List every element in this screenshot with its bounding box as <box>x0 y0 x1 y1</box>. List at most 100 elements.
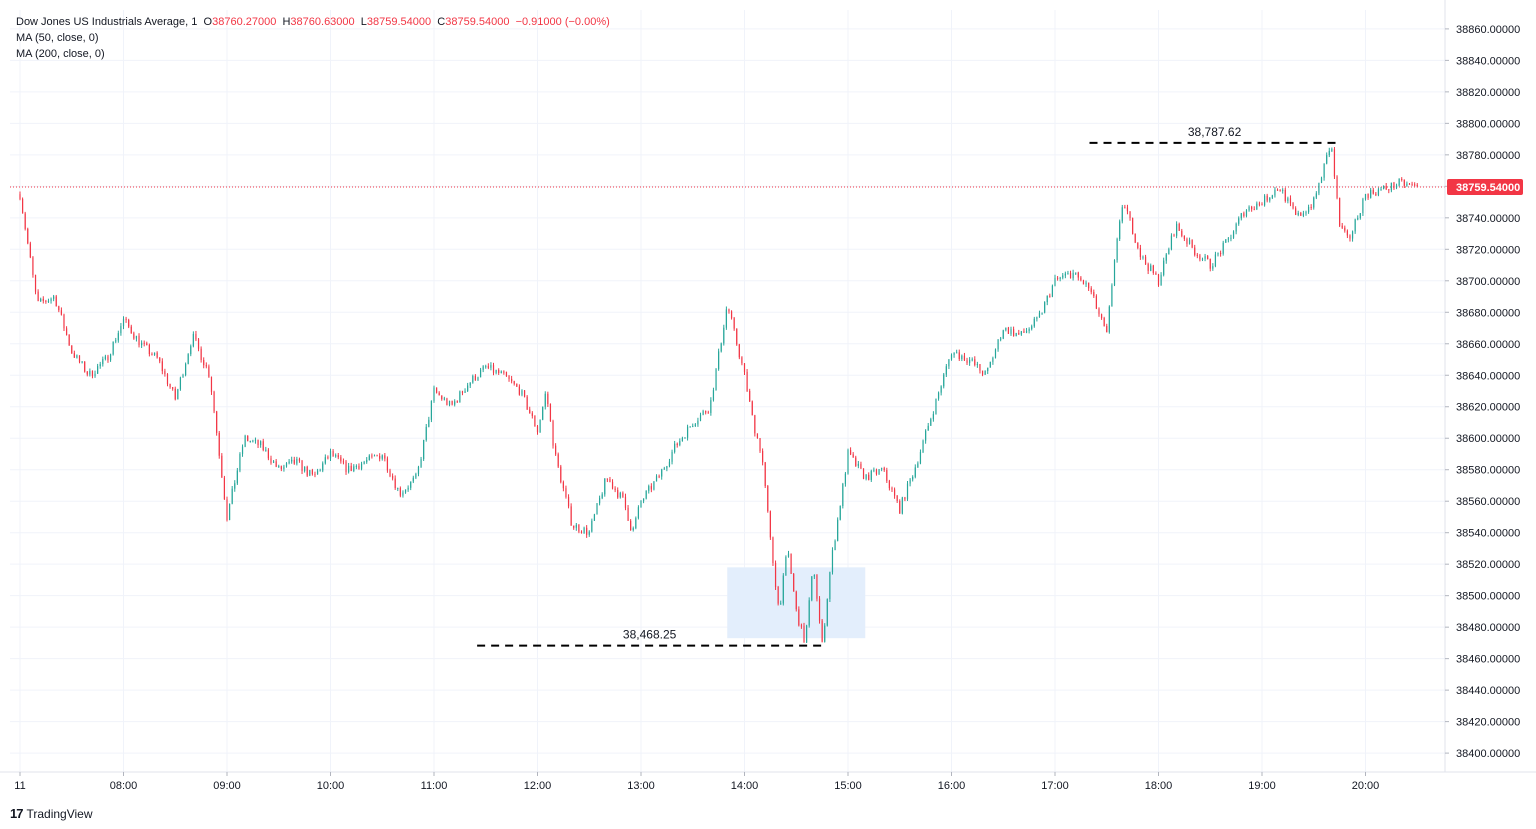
candle-body <box>1126 207 1129 212</box>
candle-body <box>1093 292 1095 297</box>
chart-legend[interactable]: Dow Jones US Industrials Average, 1 O387… <box>16 14 610 62</box>
candle-body <box>239 453 241 471</box>
candle-body <box>575 524 577 528</box>
candle-body <box>596 503 598 515</box>
candle-body <box>244 435 246 447</box>
candle-body <box>1181 230 1183 236</box>
candle-body <box>601 494 603 499</box>
candle-body <box>593 514 596 521</box>
candle-body <box>736 328 738 345</box>
candle-body <box>27 228 29 244</box>
candle-body <box>249 441 251 443</box>
candle-body <box>599 498 601 504</box>
candle-body <box>161 361 163 372</box>
candle-body <box>1235 223 1237 232</box>
y-tick-label: 38400.00000 <box>1456 748 1520 760</box>
x-tick-label: 14:00 <box>731 780 759 792</box>
candle-body <box>76 355 78 358</box>
candle-body <box>1287 198 1289 202</box>
candle-body <box>288 461 290 464</box>
candle-body <box>1367 193 1369 198</box>
candle-body <box>172 387 174 389</box>
candle-body <box>1372 189 1374 194</box>
candle-body <box>477 377 479 381</box>
candle-body <box>870 470 872 480</box>
candle-body <box>728 309 730 312</box>
candle-body <box>368 455 370 460</box>
candle-body <box>1318 182 1320 194</box>
candle-body <box>1077 272 1079 278</box>
candle-body <box>1194 247 1196 255</box>
y-tick-label: 38580.00000 <box>1456 465 1520 477</box>
candle-body <box>565 488 567 497</box>
candle-body <box>1000 338 1002 340</box>
candle-body <box>650 486 652 490</box>
y-tick-label: 38680.00000 <box>1456 307 1520 319</box>
tradingview-logo[interactable]: 17 TradingView <box>10 806 93 821</box>
candle-body <box>236 470 238 484</box>
candle-body <box>925 430 927 441</box>
ma-50-legend[interactable]: MA (50, close, 0) <box>16 32 99 44</box>
candle-body <box>1375 193 1377 196</box>
candle-body <box>267 449 269 459</box>
candle-body <box>63 314 65 329</box>
candle-body <box>386 458 389 471</box>
candle-body <box>58 306 60 311</box>
candle-body <box>1300 212 1302 216</box>
candle-body <box>262 441 264 450</box>
candle-body <box>588 531 590 535</box>
x-tick-label: 15:00 <box>834 780 862 792</box>
interval-label[interactable]: 1 <box>191 16 198 28</box>
candle-body <box>891 488 893 490</box>
candle-body <box>826 599 828 626</box>
candle-body <box>738 344 740 358</box>
candle-body <box>1075 272 1077 274</box>
symbol-name[interactable]: Dow Jones US Industrials Average <box>16 16 186 28</box>
candle-body <box>549 403 552 422</box>
candle-body <box>743 363 746 372</box>
candle-body <box>699 414 702 421</box>
candle-body <box>141 342 143 346</box>
candle-body <box>632 528 634 530</box>
candle-body <box>542 406 544 420</box>
high-label: H <box>282 16 291 28</box>
ma-200-legend[interactable]: MA (200, close, 0) <box>16 48 105 60</box>
candle-body <box>213 391 215 412</box>
candle-body <box>19 194 21 199</box>
candle-body <box>91 370 94 377</box>
x-tick-label: 13:00 <box>627 780 655 792</box>
candle-body <box>1326 155 1328 164</box>
candle-body <box>1080 277 1082 281</box>
candle-body <box>425 426 427 440</box>
candle-body <box>774 563 777 588</box>
change-value: −0.91000 (−0.00%) <box>515 16 610 28</box>
candle-body <box>446 398 448 406</box>
candle-body <box>904 497 906 500</box>
candle-body <box>653 481 655 490</box>
candle-body <box>24 213 26 229</box>
y-axis-ticks[interactable]: 38400.00000 38420.00000 38440.00000 38460.0… <box>1445 24 1520 760</box>
candle-body <box>868 474 870 480</box>
x-axis-ticks[interactable]: 11 08:00 09:00 10:00 11:00 12:00 13:00 14:00 15:… <box>14 772 1379 792</box>
candle-body <box>1165 254 1167 261</box>
candle-body <box>128 319 130 327</box>
ohlc-legend-row[interactable]: Dow Jones US Industrials Average, 1 O387… <box>16 16 610 28</box>
candle-body <box>1388 189 1390 191</box>
candle-body <box>1320 177 1323 183</box>
candle-body <box>702 411 704 415</box>
candle-body <box>1129 211 1131 218</box>
candle-body <box>733 318 735 329</box>
candle-body <box>1390 182 1392 191</box>
candle-body <box>1010 329 1012 334</box>
candle-body <box>231 488 233 504</box>
candle-body <box>881 468 883 470</box>
candle-body <box>456 401 458 403</box>
candle-body <box>1258 203 1261 205</box>
candle-body <box>943 374 945 387</box>
level-annotations: 38,787.62 38,468.25 <box>477 125 1340 647</box>
candle-body <box>97 366 99 374</box>
candle-body <box>443 398 445 400</box>
candle-body <box>508 376 510 379</box>
candle-body <box>896 495 898 501</box>
